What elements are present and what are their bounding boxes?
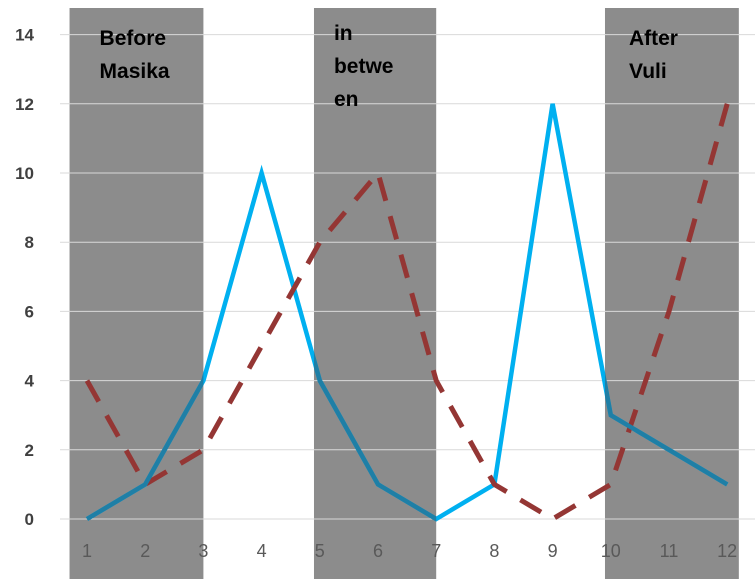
x-tick-label: 2: [140, 541, 150, 561]
x-tick-label: 10: [601, 541, 621, 561]
y-tick-label: 10: [15, 164, 34, 183]
band-label-3: After: [629, 27, 678, 50]
season-bands: [69, 8, 739, 579]
x-tick-label: 7: [431, 541, 441, 561]
y-tick-label: 0: [25, 510, 34, 529]
band-3: [604, 8, 739, 579]
x-tick-label: 9: [548, 541, 558, 561]
x-tick-label: 6: [373, 541, 383, 561]
band-label-3: Vuli: [629, 60, 667, 83]
band-labels: Before Masika in betwe en After Vuli: [100, 22, 678, 111]
x-tick-label: 11: [660, 541, 679, 561]
y-tick-label: 2: [25, 441, 34, 460]
band-label-2: betwe: [334, 55, 394, 78]
band-label-2: en: [334, 88, 359, 111]
band-label-1: Masika: [100, 60, 170, 83]
band-label-2: in: [334, 22, 353, 45]
x-tick-label: 8: [489, 541, 499, 561]
band-overlay-line: [313, 351, 437, 522]
band-2: [313, 8, 437, 579]
y-axis-ticks: 0 2 4 6 8 10 12 14: [15, 26, 34, 529]
x-tick-label: 5: [315, 541, 325, 561]
band-label-1: Before: [100, 27, 167, 50]
x-axis-ticks: 1 2 3 4 5 6 7 8 9 10 11 12: [82, 541, 737, 561]
y-tick-label: 6: [25, 302, 34, 321]
gridlines: [60, 34, 755, 520]
x-tick-label: 12: [717, 541, 737, 561]
band-overlay-line: [85, 372, 204, 521]
y-tick-label: 14: [15, 26, 34, 45]
y-tick-label: 12: [15, 95, 34, 114]
x-tick-label: 3: [198, 541, 208, 561]
band-overlay-lines: [85, 351, 729, 522]
band-overlay-line: [604, 371, 729, 487]
y-tick-label: 8: [25, 233, 34, 252]
x-tick-label: 1: [82, 541, 92, 561]
x-tick-label: 4: [257, 541, 267, 561]
y-tick-label: 4: [25, 372, 35, 391]
band-1: [69, 8, 204, 579]
series-line-2: [84, 103, 730, 522]
